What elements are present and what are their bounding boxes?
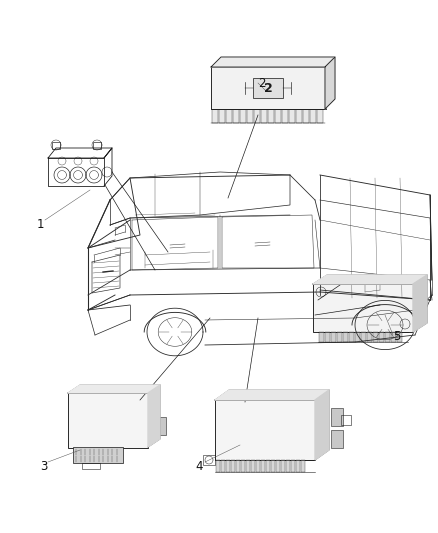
Bar <box>331 430 343 448</box>
Bar <box>254 109 259 123</box>
Bar <box>68 393 148 448</box>
Bar <box>236 460 240 472</box>
Polygon shape <box>313 275 427 284</box>
Bar <box>271 460 275 472</box>
Bar <box>220 460 225 472</box>
Bar <box>203 455 215 465</box>
Bar <box>226 109 232 123</box>
Bar <box>378 332 384 342</box>
Bar <box>275 109 280 123</box>
Bar <box>226 460 230 472</box>
Bar <box>240 460 244 472</box>
Bar <box>354 332 360 342</box>
Bar <box>230 460 234 472</box>
Text: 2: 2 <box>264 82 272 94</box>
Bar <box>385 332 389 342</box>
Bar <box>265 460 269 472</box>
Bar <box>296 109 301 123</box>
Polygon shape <box>211 57 335 67</box>
Text: 3: 3 <box>40 460 47 473</box>
Bar <box>276 460 279 472</box>
Bar <box>372 332 378 342</box>
Polygon shape <box>215 390 329 400</box>
Bar <box>303 109 308 123</box>
Bar <box>211 67 326 109</box>
Bar <box>349 332 353 342</box>
Bar <box>313 284 413 332</box>
Bar <box>336 332 342 342</box>
Bar <box>240 109 246 123</box>
Bar <box>300 460 304 472</box>
Bar <box>82 463 100 469</box>
Bar <box>93 142 101 149</box>
Bar <box>246 460 250 472</box>
Bar <box>212 109 218 123</box>
Bar <box>215 400 315 460</box>
Polygon shape <box>325 57 335 109</box>
Bar <box>396 332 402 342</box>
Bar <box>247 109 252 123</box>
Bar <box>255 460 259 472</box>
Text: 2: 2 <box>258 77 265 90</box>
Bar <box>282 109 287 123</box>
Bar <box>158 417 166 435</box>
Bar <box>280 460 285 472</box>
Bar <box>325 332 329 342</box>
Bar <box>367 332 371 342</box>
Polygon shape <box>148 385 160 447</box>
Bar <box>391 332 396 342</box>
Bar <box>251 460 254 472</box>
Bar <box>219 109 225 123</box>
Bar <box>261 109 266 123</box>
Bar <box>341 415 351 425</box>
Polygon shape <box>315 390 329 460</box>
Text: 5: 5 <box>393 330 400 343</box>
Bar <box>253 78 283 98</box>
Bar <box>233 109 239 123</box>
Bar <box>73 447 123 463</box>
Bar <box>343 332 347 342</box>
Bar <box>289 109 294 123</box>
Bar <box>318 332 324 342</box>
Bar <box>52 142 60 149</box>
Polygon shape <box>68 385 160 393</box>
Bar <box>331 332 336 342</box>
Bar <box>310 109 315 123</box>
Bar <box>317 109 322 123</box>
Text: 4: 4 <box>195 460 202 473</box>
Polygon shape <box>413 275 427 332</box>
Bar <box>268 109 273 123</box>
Bar <box>215 460 219 472</box>
Bar <box>360 332 365 342</box>
Text: 1: 1 <box>37 218 45 231</box>
Bar <box>261 460 265 472</box>
Bar <box>296 460 300 472</box>
Bar <box>331 408 343 426</box>
Bar <box>286 460 290 472</box>
Bar <box>290 460 294 472</box>
